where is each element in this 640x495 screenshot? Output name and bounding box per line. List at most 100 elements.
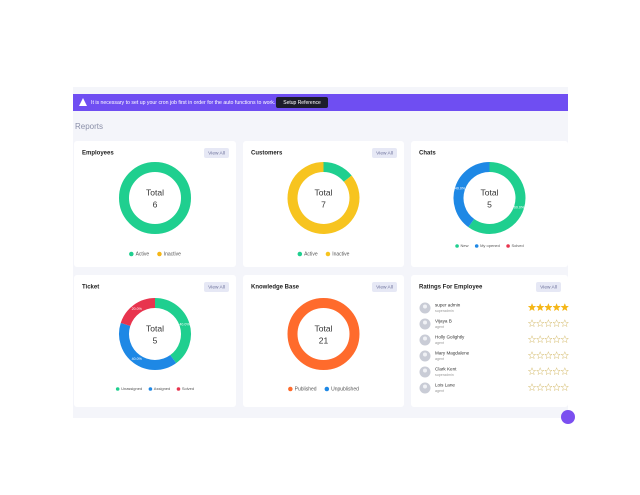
donut-total: 7	[321, 199, 326, 209]
view-all-label[interactable]: View All	[208, 150, 225, 156]
donut-segment	[119, 322, 177, 370]
donut-total: 6	[153, 199, 158, 209]
legend-dot	[455, 244, 459, 248]
view-all-label[interactable]: View All	[540, 284, 557, 290]
segment-label: 60.0%	[514, 206, 525, 210]
employee-role: superadmin	[435, 309, 454, 313]
legend-dot	[506, 244, 510, 248]
card	[74, 275, 236, 407]
rating-star	[527, 334, 537, 344]
legend-label: Unpublished	[331, 386, 359, 392]
legend-label: Inactive	[164, 251, 181, 257]
employee-name: Holly Golightly	[435, 335, 465, 340]
avatar-head	[423, 304, 427, 309]
rating-star	[552, 302, 561, 312]
card-title: Employees	[82, 151, 114, 157]
employee-name: Lois Lane	[435, 383, 455, 388]
view-all-label[interactable]: View All	[376, 150, 393, 156]
warning-icon	[79, 98, 87, 106]
legend-dot	[148, 387, 153, 391]
rating-star	[552, 334, 561, 344]
rating-star	[552, 318, 561, 328]
donut-segment	[287, 298, 360, 370]
avatar-head	[423, 352, 427, 357]
fab[interactable]	[561, 410, 575, 424]
setup-button[interactable]	[276, 97, 328, 108]
employee-role: agent	[435, 341, 444, 345]
view-all-button[interactable]	[204, 282, 229, 292]
employee-name: super admin	[435, 303, 461, 308]
segment-label: 40.0%	[179, 322, 190, 326]
legend-dot	[157, 251, 162, 257]
avatar-head	[423, 384, 427, 389]
legend-label: Solved	[182, 386, 194, 391]
view-all-label[interactable]: View All	[376, 284, 393, 290]
rating-star	[552, 382, 561, 392]
legend-dot	[297, 251, 303, 257]
donut-segment	[468, 162, 526, 234]
donut-total: 21	[319, 335, 329, 345]
legend-label: Solved	[511, 243, 523, 248]
rating-star	[560, 334, 570, 344]
rating-star	[560, 350, 570, 360]
rating-star	[535, 302, 545, 312]
segment-label: 40.0%	[132, 357, 143, 361]
rating-star	[544, 366, 553, 376]
section-title: Reports	[75, 122, 103, 131]
avatar-head	[423, 320, 427, 325]
rating-star	[535, 382, 545, 392]
employee-role: superadmin	[435, 373, 454, 377]
donut-total-label: Total	[315, 323, 333, 333]
setup-button-label[interactable]: Setup Reference	[283, 100, 321, 106]
rating-star	[544, 318, 553, 328]
legend-label: New	[460, 243, 468, 248]
legend-label: Assigned	[154, 386, 170, 391]
rating-star	[552, 366, 561, 376]
rating-star	[527, 382, 537, 392]
donut-total: 5	[153, 335, 158, 345]
rating-star	[544, 302, 553, 312]
rating-star	[560, 302, 570, 312]
top-bar	[73, 65, 568, 87]
donut-total-label: Total	[146, 323, 164, 333]
view-all-button[interactable]	[536, 282, 561, 292]
legend-dot	[288, 386, 293, 392]
legend-label: Unassigned	[121, 386, 142, 391]
view-all-button[interactable]	[204, 148, 229, 158]
view-all-button[interactable]	[372, 148, 397, 158]
segment-label: 40.0%	[455, 186, 466, 190]
rating-star	[535, 334, 545, 344]
employee-name: Clark Kent	[435, 367, 457, 372]
rating-star	[544, 350, 553, 360]
view-all-button[interactable]	[372, 282, 397, 292]
rating-star	[560, 382, 570, 392]
rating-star	[527, 302, 537, 312]
card	[243, 141, 404, 267]
donut-total: 5	[487, 199, 492, 209]
donut-segment	[323, 162, 352, 183]
legend-dot	[324, 386, 330, 392]
avatar-head	[423, 336, 427, 341]
legend-dot	[474, 244, 479, 248]
donut-segment	[287, 162, 360, 234]
card-title: Ratings For Employee	[419, 285, 483, 291]
card	[411, 141, 568, 267]
legend-label: Inactive	[332, 251, 349, 257]
employee-role: agent	[435, 357, 444, 361]
rating-star	[544, 334, 553, 344]
rating-star	[535, 350, 545, 360]
donut-segment	[120, 298, 156, 327]
avatar-head	[423, 368, 427, 373]
legend-label: My opened	[480, 243, 500, 248]
donut-total-label: Total	[146, 187, 164, 197]
view-all-label[interactable]: View All	[208, 284, 225, 290]
card	[243, 275, 404, 407]
legend-label: Active	[136, 251, 150, 257]
rating-star	[535, 318, 545, 328]
legend-dot	[129, 251, 134, 257]
rating-star	[527, 350, 537, 360]
rating-star	[527, 366, 537, 376]
legend-dot	[115, 387, 120, 391]
